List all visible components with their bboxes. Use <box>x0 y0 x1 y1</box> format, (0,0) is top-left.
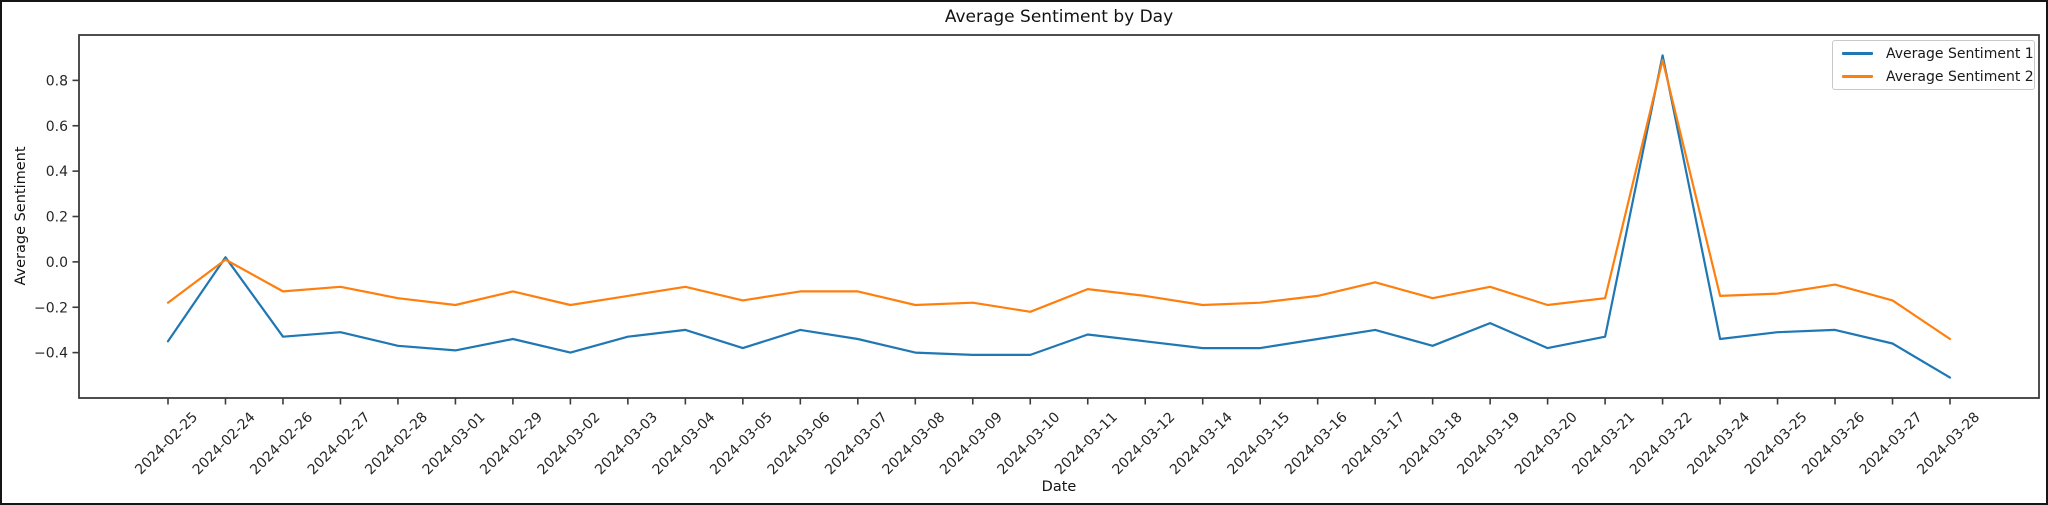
y-tick-label: −0.2 <box>34 300 68 316</box>
y-tick-label: 0.8 <box>46 73 68 89</box>
series-line-average-sentiment-1 <box>166 54 1952 379</box>
legend-label: Average Sentiment 2 <box>1886 68 2034 85</box>
y-tick-label: 0.0 <box>46 255 68 271</box>
chart-title: Average Sentiment by Day <box>944 7 1174 27</box>
legend: Average Sentiment 1 Average Sentiment 2 <box>1832 40 2035 90</box>
legend-item-series-2: Average Sentiment 2 <box>1842 68 2034 86</box>
y-tick-label: 0.2 <box>46 210 68 226</box>
legend-line-sample-icon <box>1842 52 1873 55</box>
legend-line-sample-icon <box>1842 75 1873 78</box>
y-tick-label: 0.4 <box>46 164 68 180</box>
legend-label: Average Sentiment 1 <box>1886 45 2034 62</box>
x-axis-label: Date <box>1041 479 1077 495</box>
y-tick-label: −0.4 <box>34 346 68 362</box>
legend-item-series-1: Average Sentiment 1 <box>1842 45 2034 63</box>
series-line-average-sentiment-2 <box>166 58 1952 341</box>
y-tick-label: 0.6 <box>46 119 68 135</box>
